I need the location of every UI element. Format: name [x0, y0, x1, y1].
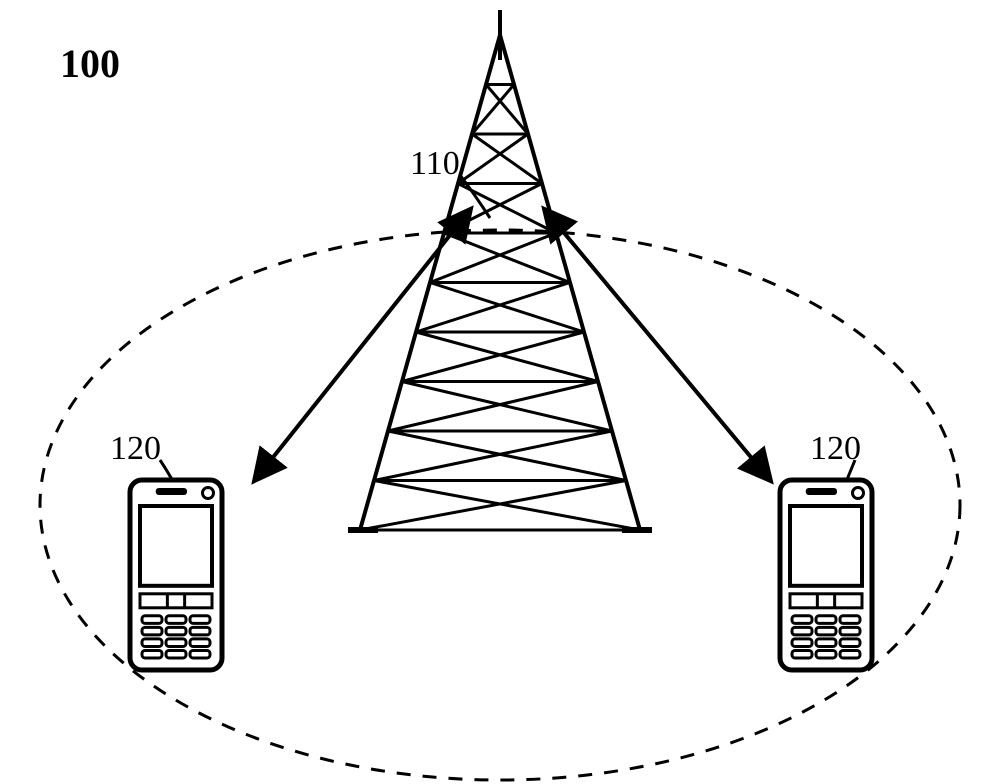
system-ref-label: 100 [60, 40, 120, 87]
link-arrow-right [545, 210, 770, 480]
cell-tower-icon [348, 10, 652, 530]
tower-ref-label: 110 [410, 145, 460, 183]
diagram-canvas [0, 0, 1000, 784]
phone-left-ref-label: 120 [110, 430, 161, 468]
mobile-phone-icon [130, 480, 222, 670]
phone-right-ref-label: 120 [810, 430, 861, 468]
link-arrow-left [255, 210, 470, 480]
mobile-phone-icon [780, 480, 872, 670]
